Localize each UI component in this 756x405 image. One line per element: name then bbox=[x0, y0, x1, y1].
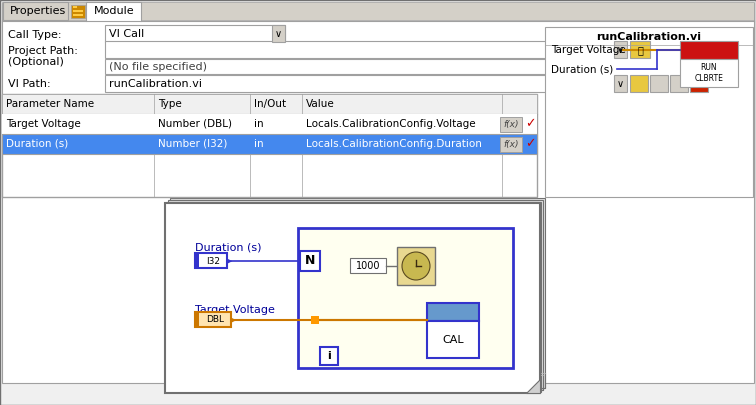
Bar bbox=[298, 228, 513, 368]
Bar bbox=[86, 2, 141, 21]
Bar bbox=[680, 59, 738, 87]
Text: Target Voltage: Target Voltage bbox=[551, 45, 626, 55]
Bar bbox=[500, 137, 522, 152]
Text: N: N bbox=[305, 254, 315, 267]
Text: (No file specified): (No file specified) bbox=[109, 62, 207, 72]
Text: Project Path:: Project Path: bbox=[8, 46, 78, 56]
Text: I32: I32 bbox=[206, 256, 220, 266]
Bar bbox=[105, 41, 615, 58]
Text: ✓: ✓ bbox=[525, 117, 535, 130]
Text: ▶: ▶ bbox=[227, 258, 232, 264]
Bar bbox=[320, 347, 338, 365]
Bar bbox=[272, 25, 285, 42]
Text: RUN
CLBRTE: RUN CLBRTE bbox=[695, 63, 723, 83]
Bar bbox=[195, 312, 199, 327]
Bar bbox=[2, 134, 537, 154]
Text: Number (DBL): Number (DBL) bbox=[158, 119, 232, 129]
Text: runCalibration.vi: runCalibration.vi bbox=[596, 32, 702, 42]
Text: ✓: ✓ bbox=[525, 138, 535, 151]
Bar bbox=[500, 117, 522, 132]
Text: ∨: ∨ bbox=[616, 45, 624, 55]
Text: VI Call: VI Call bbox=[109, 29, 144, 39]
Bar bbox=[300, 251, 320, 271]
Text: 🔍: 🔍 bbox=[637, 45, 643, 55]
Text: i: i bbox=[327, 351, 331, 361]
Text: Locals.CalibrationConfig.Voltage: Locals.CalibrationConfig.Voltage bbox=[306, 119, 476, 129]
Bar bbox=[614, 41, 627, 58]
Bar bbox=[680, 41, 738, 59]
Bar bbox=[195, 253, 227, 268]
Text: Type: Type bbox=[158, 99, 181, 109]
Text: Target Voltage: Target Voltage bbox=[195, 305, 275, 315]
Text: f(x): f(x) bbox=[503, 119, 519, 128]
Bar bbox=[2, 114, 537, 134]
Bar bbox=[165, 203, 540, 393]
Bar bbox=[195, 312, 231, 327]
Text: 1000: 1000 bbox=[356, 261, 380, 271]
Text: Number (I32): Number (I32) bbox=[158, 139, 228, 149]
Bar bbox=[630, 75, 648, 92]
Text: Properties: Properties bbox=[10, 6, 67, 16]
Bar bbox=[427, 303, 479, 321]
Text: VI Path:: VI Path: bbox=[8, 79, 51, 89]
Bar bbox=[105, 75, 615, 92]
Bar bbox=[105, 59, 629, 74]
Text: Parameter Name: Parameter Name bbox=[6, 99, 94, 109]
Text: Call Type:: Call Type: bbox=[8, 30, 61, 40]
Bar bbox=[105, 25, 285, 42]
Bar bbox=[73, 10, 83, 12]
Bar bbox=[427, 321, 479, 358]
Text: Duration (s): Duration (s) bbox=[551, 64, 613, 74]
Bar bbox=[2, 94, 537, 197]
Text: ∨: ∨ bbox=[274, 29, 281, 39]
Text: Locals.CalibrationConfig.Duration: Locals.CalibrationConfig.Duration bbox=[306, 139, 482, 149]
Text: Value: Value bbox=[306, 99, 335, 109]
Polygon shape bbox=[526, 379, 540, 393]
Bar bbox=[73, 6, 77, 8]
Text: Duration (s): Duration (s) bbox=[195, 243, 262, 253]
Text: Duration (s): Duration (s) bbox=[6, 139, 68, 149]
Text: in: in bbox=[254, 139, 264, 149]
Text: CAL: CAL bbox=[442, 335, 464, 345]
Bar bbox=[397, 247, 435, 285]
Bar bbox=[3, 2, 68, 20]
Bar bbox=[311, 316, 319, 324]
Text: ▶: ▶ bbox=[231, 317, 237, 323]
Text: DBL: DBL bbox=[206, 315, 224, 324]
Text: Module: Module bbox=[94, 6, 135, 16]
Bar bbox=[350, 258, 386, 273]
Bar bbox=[670, 75, 688, 92]
Text: f(x): f(x) bbox=[503, 139, 519, 149]
Bar bbox=[630, 41, 650, 58]
Bar bbox=[2, 2, 754, 20]
Bar bbox=[168, 200, 543, 390]
Bar bbox=[195, 253, 199, 268]
Bar bbox=[73, 14, 83, 16]
Text: Target Voltage: Target Voltage bbox=[6, 119, 81, 129]
Text: (Optional): (Optional) bbox=[8, 57, 64, 67]
Bar bbox=[2, 134, 537, 154]
Bar bbox=[170, 198, 545, 388]
Bar bbox=[545, 27, 753, 197]
Bar bbox=[166, 202, 541, 392]
Circle shape bbox=[402, 252, 430, 280]
Bar bbox=[2, 94, 537, 114]
Text: runCalibration.vi: runCalibration.vi bbox=[109, 79, 202, 89]
Bar bbox=[71, 5, 85, 18]
Bar bbox=[690, 75, 708, 92]
Bar bbox=[614, 75, 627, 92]
Bar bbox=[650, 75, 668, 92]
Text: In/Out: In/Out bbox=[254, 99, 286, 109]
Text: in: in bbox=[254, 119, 264, 129]
Text: ∨: ∨ bbox=[616, 79, 624, 89]
